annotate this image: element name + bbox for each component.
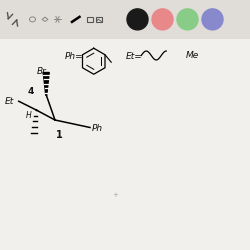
Text: 1: 1 (56, 130, 63, 140)
Circle shape (152, 9, 173, 30)
Text: H: H (26, 111, 32, 120)
Text: Ph=: Ph= (65, 52, 84, 61)
Bar (96, 17, 102, 22)
Text: Et: Et (5, 97, 14, 106)
Polygon shape (43, 72, 49, 95)
Text: +: + (112, 192, 118, 198)
FancyBboxPatch shape (0, 0, 250, 39)
Circle shape (202, 9, 223, 30)
Circle shape (177, 9, 198, 30)
Circle shape (127, 9, 148, 30)
Text: Br: Br (37, 68, 47, 76)
Text: 4: 4 (28, 87, 34, 96)
Bar (87, 17, 93, 22)
Text: Et=: Et= (126, 52, 143, 61)
Text: Me: Me (186, 51, 200, 60)
Text: Ph: Ph (92, 124, 103, 133)
